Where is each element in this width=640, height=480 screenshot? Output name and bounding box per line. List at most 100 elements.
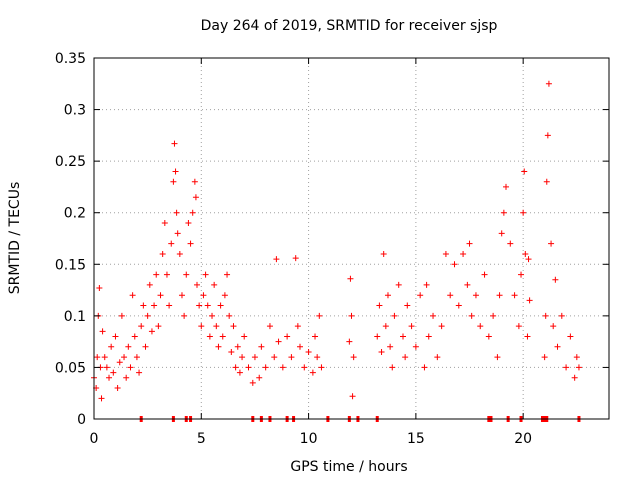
- data-point: [558, 312, 565, 319]
- data-point: [266, 323, 273, 330]
- data-point: [228, 348, 235, 355]
- data-point: [96, 285, 103, 292]
- data-point: [384, 292, 391, 299]
- data-point: [127, 364, 134, 371]
- grid-lines: [94, 58, 609, 419]
- data-point: [172, 168, 179, 175]
- data-point: [554, 343, 561, 350]
- y-tick-label: 0.3: [64, 103, 86, 119]
- x-tick-label: 20: [514, 431, 532, 447]
- data-point: [350, 354, 357, 361]
- data-point: [144, 312, 151, 319]
- data-point: [136, 369, 143, 376]
- data-point: [194, 281, 200, 288]
- data-point: [494, 354, 501, 361]
- data-point: [309, 369, 316, 376]
- data-point: [301, 364, 308, 371]
- data-point: [189, 209, 196, 216]
- data-point: [275, 338, 282, 345]
- data-point: [515, 323, 522, 330]
- data-point: [387, 343, 394, 350]
- data-point: [148, 328, 155, 335]
- data-point: [163, 271, 170, 278]
- data-point: [140, 302, 147, 309]
- x-tick-label: 0: [90, 431, 99, 447]
- data-point: [391, 312, 398, 319]
- data-point: [211, 281, 218, 288]
- data-point: [524, 333, 531, 340]
- data-point: [159, 250, 166, 257]
- data-point: [256, 374, 263, 381]
- data-point: [171, 140, 178, 147]
- data-point: [316, 312, 323, 319]
- data-point: [258, 343, 265, 350]
- x-tick-label: 15: [407, 431, 425, 447]
- data-point: [544, 132, 551, 139]
- data-point: [116, 359, 123, 366]
- data-point: [166, 302, 173, 309]
- data-point: [571, 374, 578, 381]
- data-point: [552, 276, 559, 283]
- data-point: [378, 348, 385, 355]
- data-point: [236, 369, 243, 376]
- data-point: [400, 333, 406, 340]
- data-point: [346, 338, 353, 345]
- data-point: [518, 271, 525, 278]
- data-point: [131, 333, 138, 340]
- y-tick-label: 0.35: [55, 51, 86, 67]
- data-point: [170, 178, 177, 185]
- data-point: [522, 250, 529, 257]
- data-point: [318, 364, 325, 371]
- data-point: [192, 194, 199, 201]
- data-point: [395, 281, 402, 288]
- data-point: [191, 178, 198, 185]
- data-point: [114, 385, 121, 392]
- data-point: [485, 333, 492, 340]
- data-point: [451, 261, 458, 268]
- plot-frame: [93, 57, 610, 420]
- data-point: [389, 364, 396, 371]
- data-point: [423, 281, 430, 288]
- data-point: [108, 343, 115, 350]
- data-point: [498, 230, 505, 237]
- data-point: [548, 240, 555, 247]
- data-point: [121, 354, 128, 361]
- data-point: [249, 379, 256, 386]
- data-point: [404, 302, 411, 309]
- data-point: [217, 302, 224, 309]
- data-point: [94, 354, 101, 361]
- data-point: [251, 354, 258, 361]
- data-point: [173, 209, 180, 216]
- data-point: [232, 364, 239, 371]
- data-point: [305, 348, 312, 355]
- data-point: [118, 312, 125, 319]
- data-point: [380, 250, 387, 257]
- data-point: [206, 333, 213, 340]
- data-point: [541, 354, 548, 361]
- data-point: [168, 240, 175, 247]
- data-point: [550, 323, 557, 330]
- data-point: [374, 333, 381, 340]
- y-tick-label: 0: [77, 412, 86, 428]
- data-point: [178, 292, 185, 299]
- data-point: [521, 168, 528, 175]
- data-point: [542, 312, 549, 319]
- data-point: [271, 354, 278, 361]
- data-point: [481, 271, 488, 278]
- data-point: [430, 312, 437, 319]
- data-point: [507, 240, 514, 247]
- data-point: [503, 183, 509, 190]
- data-point: [284, 333, 291, 340]
- data-point: [447, 292, 454, 299]
- data-point: [496, 292, 503, 299]
- data-point: [525, 256, 532, 263]
- data-point: [245, 364, 252, 371]
- data-point: [110, 369, 117, 376]
- data-point: [347, 275, 354, 282]
- data-point: [106, 374, 113, 381]
- data-point: [408, 323, 415, 330]
- data-point: [425, 333, 432, 340]
- data-point: [176, 250, 183, 257]
- data-point: [376, 302, 383, 309]
